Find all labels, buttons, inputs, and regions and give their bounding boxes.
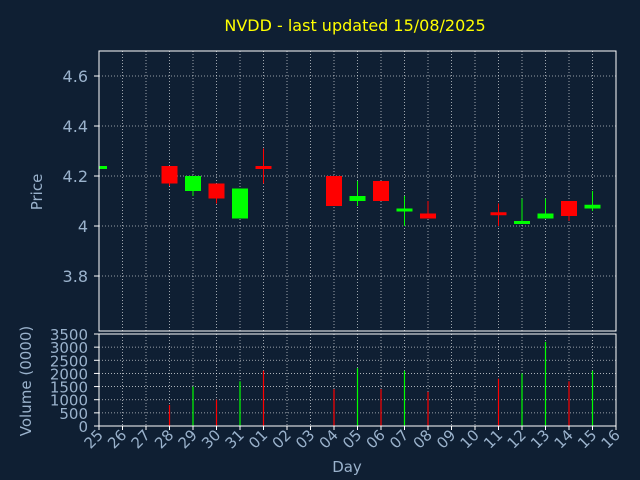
candle-body xyxy=(326,176,342,206)
candle-body xyxy=(584,204,601,209)
volume-tick-label: 2500 xyxy=(50,352,88,370)
candle xyxy=(255,148,272,184)
candle xyxy=(561,201,577,221)
candle xyxy=(584,191,601,211)
volume-tick-label: 0 xyxy=(78,418,88,436)
candle xyxy=(185,176,201,196)
candle-body xyxy=(208,183,225,199)
candle-body xyxy=(255,166,272,169)
candle xyxy=(373,181,389,201)
candle-body xyxy=(396,208,413,212)
candle xyxy=(98,166,107,169)
candle xyxy=(208,183,225,204)
candle xyxy=(420,201,436,219)
candle-body xyxy=(514,221,530,224)
candle-body xyxy=(490,212,507,216)
x-tick-labels: 2526272829303101020304050607080910111213… xyxy=(81,426,624,452)
volume-tick-label: 1500 xyxy=(50,379,88,397)
price-axis-label: Price xyxy=(28,174,46,211)
volume-tick-label: 3000 xyxy=(50,339,88,357)
candle xyxy=(326,176,342,206)
candle-body xyxy=(99,166,107,169)
candle xyxy=(490,203,507,226)
volume-tick-label: 3500 xyxy=(50,326,88,344)
price-tick-label: 4.4 xyxy=(63,117,88,136)
candle xyxy=(232,188,248,219)
price-tick-label: 3.8 xyxy=(63,267,88,286)
price-tick-label: 4.2 xyxy=(63,167,88,186)
candle-body xyxy=(185,176,201,191)
chart-title: NVDD - last updated 15/08/2025 xyxy=(224,16,485,35)
candle-body xyxy=(537,213,554,219)
volume-axis-label: Volume (0000) xyxy=(17,326,35,436)
price-plot-frame xyxy=(98,50,617,332)
candle xyxy=(161,166,178,186)
volume-tick-label: 2000 xyxy=(50,365,88,383)
volume-tick-label: 1000 xyxy=(50,392,88,410)
price-tick-label: 4 xyxy=(78,217,88,236)
candle-body xyxy=(232,188,248,219)
candles xyxy=(98,148,601,226)
y-tick-labels: 3.8 4 4.2 4.4 4.6 050010001500200025003000350… xyxy=(50,67,99,436)
candle xyxy=(537,198,554,219)
candle-body xyxy=(373,181,389,201)
candle-body xyxy=(420,213,436,219)
candle xyxy=(514,198,530,224)
candle xyxy=(396,196,413,226)
price-tick-label: 4.6 xyxy=(63,67,88,86)
candle-body xyxy=(561,201,577,216)
candle-body xyxy=(349,196,366,201)
candle-body xyxy=(161,166,178,184)
volume-tick-label: 500 xyxy=(59,405,88,423)
candle xyxy=(349,181,366,206)
x-axis-label: Day xyxy=(332,458,362,476)
volume-bars xyxy=(168,341,594,426)
